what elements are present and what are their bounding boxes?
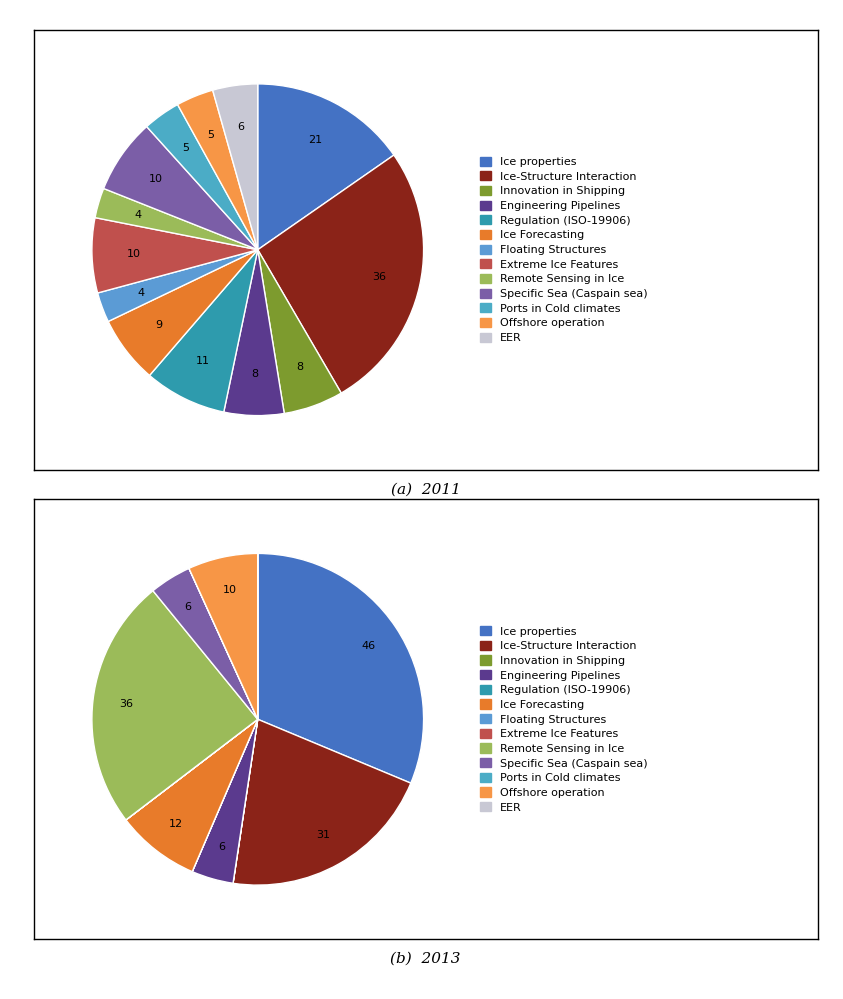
Text: 8: 8 xyxy=(251,369,259,379)
Wedge shape xyxy=(153,568,258,719)
Text: 46: 46 xyxy=(361,640,375,650)
Text: (a)  2011: (a) 2011 xyxy=(391,483,460,497)
Wedge shape xyxy=(98,250,258,322)
Wedge shape xyxy=(95,189,258,250)
Text: 11: 11 xyxy=(196,357,210,367)
Text: 10: 10 xyxy=(126,249,141,259)
Text: 9: 9 xyxy=(155,321,163,331)
Wedge shape xyxy=(126,719,258,872)
Wedge shape xyxy=(189,553,258,719)
Wedge shape xyxy=(178,90,258,250)
Text: 8: 8 xyxy=(296,362,303,372)
Text: 36: 36 xyxy=(119,698,133,708)
Wedge shape xyxy=(212,84,258,250)
Wedge shape xyxy=(92,590,258,820)
Text: 5: 5 xyxy=(182,144,189,154)
Wedge shape xyxy=(126,719,258,820)
Wedge shape xyxy=(126,719,258,820)
Wedge shape xyxy=(223,250,284,416)
Legend: Ice properties, Ice-Structure Interaction, Innovation in Shipping, Engineering P: Ice properties, Ice-Structure Interactio… xyxy=(479,625,649,813)
Wedge shape xyxy=(233,719,258,883)
Text: 21: 21 xyxy=(309,135,322,145)
Wedge shape xyxy=(233,719,411,885)
Wedge shape xyxy=(192,719,258,872)
Text: 12: 12 xyxy=(169,819,183,829)
Text: 10: 10 xyxy=(148,174,163,184)
Text: 4: 4 xyxy=(135,210,142,220)
Legend: Ice properties, Ice-Structure Interaction, Innovation in Shipping, Engineering P: Ice properties, Ice-Structure Interactio… xyxy=(479,156,649,344)
Text: 6: 6 xyxy=(217,842,225,852)
Text: 6: 6 xyxy=(237,122,244,132)
Wedge shape xyxy=(147,105,258,250)
Wedge shape xyxy=(149,250,258,412)
Wedge shape xyxy=(258,250,341,414)
Wedge shape xyxy=(258,84,394,250)
Text: (b)  2013: (b) 2013 xyxy=(390,952,461,966)
Wedge shape xyxy=(108,250,258,376)
Text: 36: 36 xyxy=(373,272,386,282)
Wedge shape xyxy=(258,155,423,393)
Text: 31: 31 xyxy=(316,830,330,840)
Text: 4: 4 xyxy=(137,288,145,298)
Wedge shape xyxy=(104,127,258,250)
Wedge shape xyxy=(92,218,258,293)
Wedge shape xyxy=(192,719,258,883)
Text: 10: 10 xyxy=(223,584,237,594)
Text: 5: 5 xyxy=(207,130,214,140)
Text: 6: 6 xyxy=(185,601,191,611)
Wedge shape xyxy=(258,553,423,783)
Wedge shape xyxy=(189,568,258,719)
